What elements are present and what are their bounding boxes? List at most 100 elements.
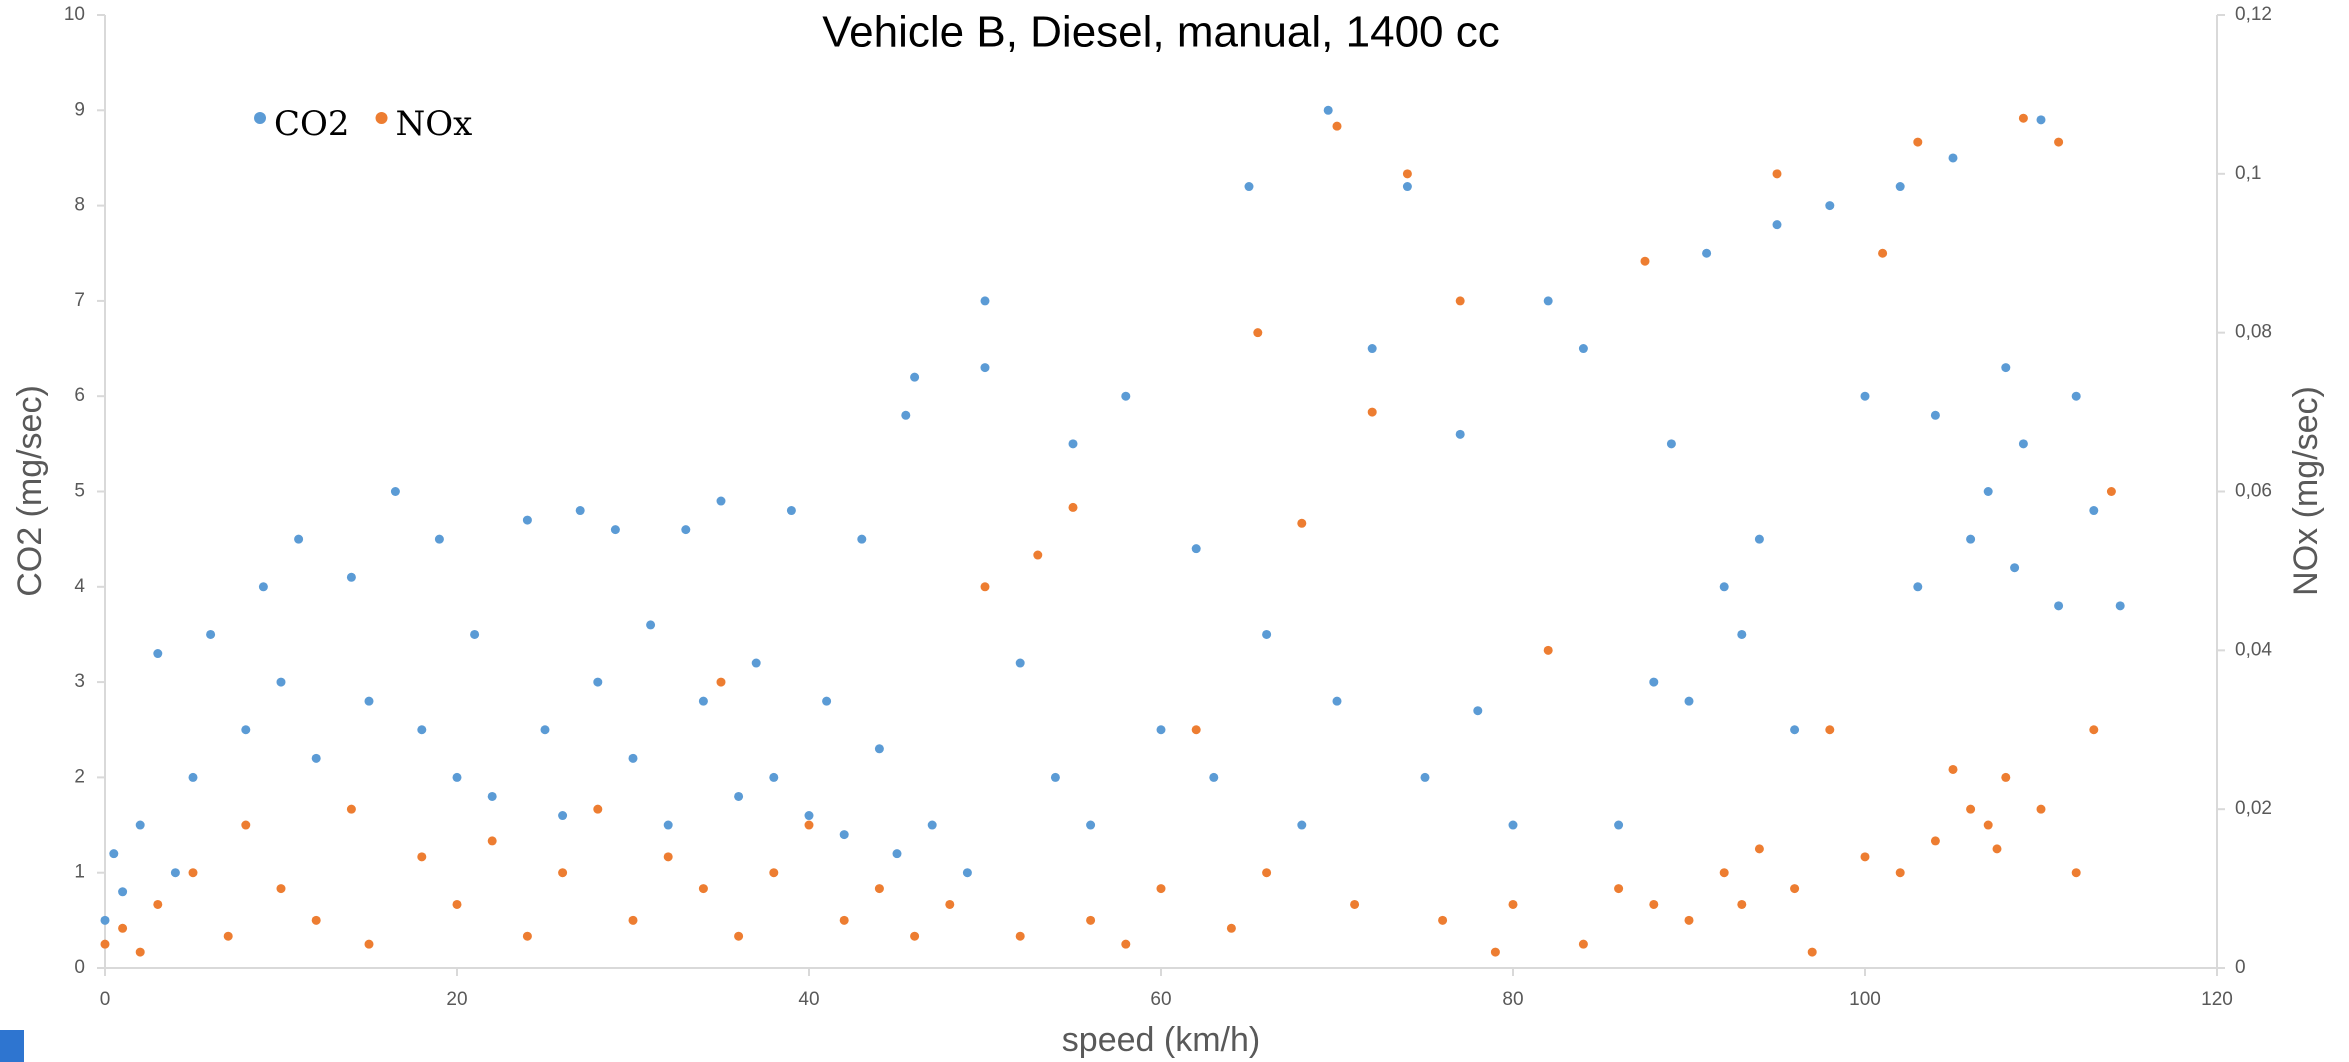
point: [628, 915, 638, 925]
point: [1666, 439, 1676, 449]
point: [135, 947, 145, 957]
point: [364, 696, 374, 706]
legend-label: NOx: [396, 104, 473, 144]
point: [311, 753, 321, 763]
point: [276, 884, 286, 894]
point: [698, 696, 708, 706]
point: [1332, 121, 1342, 131]
point: [769, 772, 779, 782]
point: [822, 696, 832, 706]
point: [1033, 550, 1043, 560]
point: [390, 487, 400, 496]
point: [804, 820, 814, 830]
point: [628, 753, 638, 763]
y2-tick-label: 0,04: [2235, 639, 2272, 660]
point: [1086, 915, 1096, 925]
x-tick-label: 60: [1150, 989, 1171, 1010]
y2-axis-label: NOx (mg/sec): [2287, 386, 2325, 596]
point: [716, 496, 726, 506]
point: [2071, 391, 2081, 401]
point: [2054, 137, 2064, 147]
point: [1420, 772, 1430, 782]
point: [1244, 182, 1254, 192]
point: [1156, 884, 1166, 894]
point: [1209, 772, 1219, 782]
point: [206, 629, 216, 639]
point: [1930, 410, 1940, 420]
point: [1948, 153, 1958, 163]
y-tick-label: 1: [74, 862, 85, 883]
point: [839, 915, 849, 925]
point: [522, 931, 532, 941]
point: [1323, 105, 1333, 115]
point: [1790, 884, 1800, 894]
point: [980, 582, 990, 592]
y2-tick-label: 0: [2235, 957, 2246, 978]
x-tick-label: 0: [100, 989, 111, 1010]
point: [1015, 931, 1025, 941]
point: [1807, 947, 1817, 957]
point: [558, 868, 568, 878]
point: [346, 804, 356, 814]
point: [1649, 899, 1659, 909]
point: [1860, 852, 1870, 862]
point: [223, 931, 233, 941]
point: [487, 836, 497, 846]
point: [1966, 804, 1976, 814]
point: [487, 791, 497, 801]
point: [2054, 601, 2064, 611]
point: [522, 515, 532, 525]
point: [734, 931, 744, 941]
point: [1015, 658, 1025, 668]
point: [646, 620, 656, 630]
point: [1156, 725, 1166, 735]
point: [901, 410, 911, 420]
y-tick-label: 4: [74, 576, 85, 597]
logo: [0, 1030, 24, 1062]
point: [1640, 256, 1650, 266]
point: [839, 830, 849, 840]
point: [927, 820, 937, 830]
y-tick-label: 3: [74, 671, 85, 692]
point: [434, 534, 444, 544]
point: [2036, 115, 2046, 125]
point: [364, 939, 374, 949]
y2-tick-label: 0,1: [2235, 163, 2261, 184]
point: [1772, 169, 1782, 179]
point: [417, 725, 427, 735]
point: [1983, 487, 1993, 496]
point: [135, 820, 145, 830]
point: [1754, 844, 1764, 854]
point: [2018, 113, 2028, 123]
point: [734, 791, 744, 801]
point: [1121, 939, 1131, 949]
y2-tick-label: 0,12: [2235, 4, 2272, 25]
y-axis-label: CO2 (mg/sec): [11, 385, 49, 597]
point: [1614, 820, 1624, 830]
point: [452, 899, 462, 909]
y-tick-label: 9: [74, 99, 85, 120]
point: [1895, 182, 1905, 192]
y-tick-label: 0: [74, 957, 85, 978]
point: [2115, 601, 2125, 611]
point: [698, 884, 708, 894]
point: [1772, 220, 1782, 230]
point: [2036, 804, 2046, 814]
point: [1438, 915, 1448, 925]
point: [786, 506, 796, 516]
point: [1455, 296, 1465, 306]
point: [1719, 868, 1729, 878]
point: [1226, 923, 1236, 933]
y-tick-label: 7: [74, 290, 85, 311]
y2-tick-label: 0,08: [2235, 322, 2272, 343]
point: [1983, 820, 1993, 830]
y-tick-label: 8: [74, 195, 85, 216]
y-tick-label: 5: [74, 481, 85, 502]
point: [1578, 344, 1588, 354]
legend-marker: [375, 112, 388, 124]
point: [1086, 820, 1096, 830]
point: [188, 868, 198, 878]
point: [874, 744, 884, 754]
point: [1825, 201, 1835, 211]
point: [804, 811, 814, 821]
